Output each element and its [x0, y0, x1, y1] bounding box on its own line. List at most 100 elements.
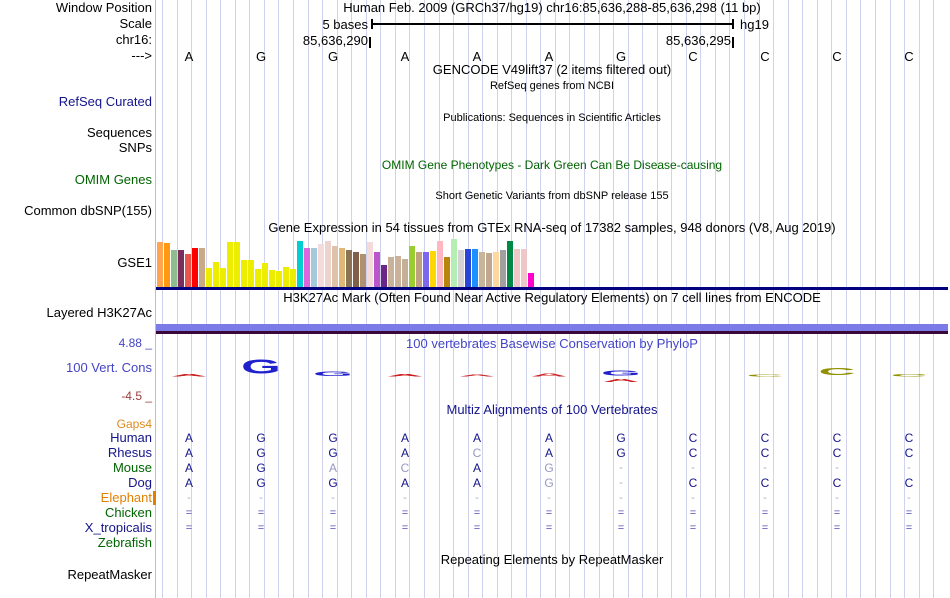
guideline: [802, 0, 804, 598]
alignment-cell: G: [616, 431, 626, 445]
common-dbsnp-track-label[interactable]: Common dbSNP(155): [24, 203, 152, 218]
guideline: [874, 0, 876, 598]
track-left-edge-line: [155, 0, 156, 598]
alignment-cell: -: [691, 492, 695, 504]
guideline: [380, 0, 382, 598]
guideline: [569, 0, 571, 598]
omim-genes-track-label[interactable]: OMIM Genes: [74, 172, 152, 187]
guideline: [278, 0, 280, 598]
snps-track-label[interactable]: SNPs: [118, 140, 152, 155]
alignment-cell: C: [760, 431, 770, 445]
gtex-bar: [360, 254, 366, 287]
refseq-track-title[interactable]: RefSeq genes from NCBI: [489, 80, 615, 92]
guideline: [191, 0, 193, 598]
guideline: [249, 0, 251, 598]
alignment-cell: C: [904, 431, 914, 445]
guideline: [351, 0, 353, 598]
species-label-chicken[interactable]: Chicken: [105, 505, 152, 520]
repeatmasker-track-title[interactable]: Repeating Elements by RepeatMasker: [440, 552, 664, 567]
species-label-rhesus[interactable]: Rhesus: [107, 445, 152, 460]
guideline: [365, 0, 367, 598]
gtex-bar: [185, 254, 191, 287]
refseq-curated-track-label[interactable]: RefSeq Curated: [58, 94, 152, 109]
position-title: Human Feb. 2009 (GRCh37/hg19) chr16:85,6…: [343, 0, 761, 15]
sequence-base: G: [615, 49, 627, 64]
scale-bases-text: 5 bases: [322, 17, 368, 32]
alignment-cell: =: [545, 522, 553, 534]
alignment-cell: A: [472, 476, 481, 490]
h3k27ac-track-label[interactable]: Layered H3K27Ac: [46, 305, 152, 320]
sequence-base: C: [760, 49, 770, 64]
repeatmasker-track-label[interactable]: RepeatMasker: [67, 567, 152, 582]
guideline: [263, 0, 265, 598]
phylop-glyph: A: [530, 372, 568, 378]
position-right-text: 85,636,295: [665, 33, 731, 48]
alignment-cell: C: [688, 431, 698, 445]
alignment-cell: A: [328, 461, 337, 475]
alignment-cell: -: [403, 492, 407, 504]
alignment-cell: =: [257, 522, 265, 534]
alignment-cell: A: [184, 461, 193, 475]
gtex-bar: [423, 252, 429, 287]
gtex-bar: [227, 242, 233, 287]
gtex-bar: [283, 267, 289, 287]
guideline: [293, 0, 294, 598]
guideline: [467, 0, 469, 598]
alignment-cell: -: [547, 492, 551, 504]
alignment-cell: -: [907, 492, 911, 504]
alignment-cell: -: [331, 492, 335, 504]
alignment-cell: =: [761, 507, 769, 519]
guideline: [860, 0, 862, 598]
alignment-cell: =: [185, 507, 193, 519]
species-label-dog[interactable]: Dog: [128, 475, 152, 490]
alignment-cell: C: [904, 476, 914, 490]
alignment-cell: A: [472, 431, 481, 445]
alignment-cell: C: [832, 446, 842, 460]
strand-arrow-label: --->: [131, 48, 152, 63]
gtex-bar: [451, 239, 457, 287]
species-label-human[interactable]: Human: [110, 430, 152, 445]
guideline: [845, 0, 847, 598]
species-label-zebrafish[interactable]: Zebrafish: [97, 535, 152, 550]
publications-track-title[interactable]: Publications: Sequences in Scientific Ar…: [443, 112, 661, 124]
phylop-glyph: C: [890, 373, 928, 378]
gtex-track-title[interactable]: Gene Expression in 54 tissues from GTEx …: [268, 220, 836, 235]
guideline: [162, 0, 163, 598]
alignment-cell: A: [184, 431, 193, 445]
gtex-track-label[interactable]: GSE1: [117, 255, 152, 270]
gencode-track-title[interactable]: GENCODE V49lift37 (2 items filtered out): [432, 62, 672, 77]
alignment-cell: A: [184, 446, 193, 460]
phylop-track-label[interactable]: 100 Vert. Cons: [66, 360, 152, 375]
gtex-bar: [521, 249, 527, 287]
guideline: [525, 0, 527, 598]
guideline: [758, 0, 760, 598]
guideline: [613, 0, 614, 598]
sequences-track-label[interactable]: Sequences: [86, 125, 152, 140]
dbsnp-track-title[interactable]: Short Genetic Variants from dbSNP releas…: [435, 190, 669, 202]
scale-label: Scale: [119, 16, 152, 31]
guideline: [234, 0, 236, 598]
species-label-x_tropicalis[interactable]: X_tropicalis: [84, 520, 152, 535]
sequence-base: G: [327, 49, 339, 64]
phylop-glyph: A: [386, 373, 424, 378]
multiz-track-title[interactable]: Multiz Alignments of 100 Vertebrates: [446, 402, 658, 417]
gtex-bar: [416, 252, 422, 287]
omim-track-title[interactable]: OMIM Gene Phenotypes - Dark Green Can Be…: [381, 158, 723, 172]
species-label-elephant[interactable]: Elephant: [100, 490, 152, 505]
h3k27ac-track-title[interactable]: H3K27Ac Mark (Often Found Near Active Re…: [283, 290, 821, 305]
phylop-glyph: C: [818, 366, 856, 378]
guideline: [584, 0, 585, 598]
guideline: [496, 0, 498, 598]
gtex-bar: [325, 241, 331, 287]
h3k27ac-signal-bar: [156, 324, 948, 331]
alignment-cell: =: [689, 507, 697, 519]
alignment-cell: C: [832, 431, 842, 445]
species-label-mouse[interactable]: Mouse: [112, 460, 152, 475]
scale-bar: [372, 23, 733, 25]
gaps-row-label[interactable]: Gaps4: [116, 417, 152, 431]
position-right-tick: [732, 37, 734, 48]
position-left-tick: [369, 37, 371, 48]
phylop-track-title[interactable]: 100 vertebrates Basewise Conservation by…: [406, 336, 698, 351]
gtex-bar: [409, 246, 415, 287]
